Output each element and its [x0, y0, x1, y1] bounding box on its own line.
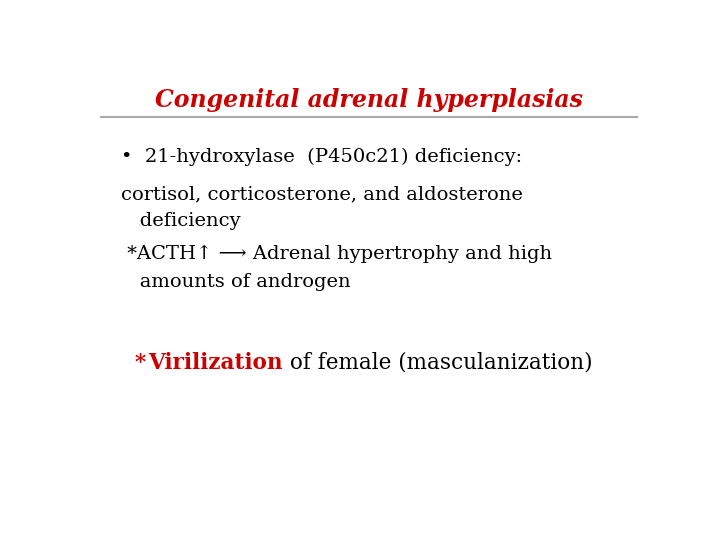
Text: •  21-hydroxylase  (P450c21) deficiency:: • 21-hydroxylase (P450c21) deficiency: [121, 148, 522, 166]
Text: *: * [135, 352, 153, 374]
Text: *ACTH↑ ⟶ Adrenal hypertrophy and high: *ACTH↑ ⟶ Adrenal hypertrophy and high [121, 245, 552, 262]
Text: Virilization: Virilization [148, 352, 283, 374]
Text: of female (masculanization): of female (masculanization) [283, 352, 593, 374]
Text: cortisol, corticosterone, and aldosterone: cortisol, corticosterone, and aldosteron… [121, 185, 523, 204]
Text: amounts of androgen: amounts of androgen [121, 273, 351, 291]
Text: Congenital adrenal hyperplasias: Congenital adrenal hyperplasias [155, 87, 583, 112]
Text: deficiency: deficiency [121, 212, 240, 231]
